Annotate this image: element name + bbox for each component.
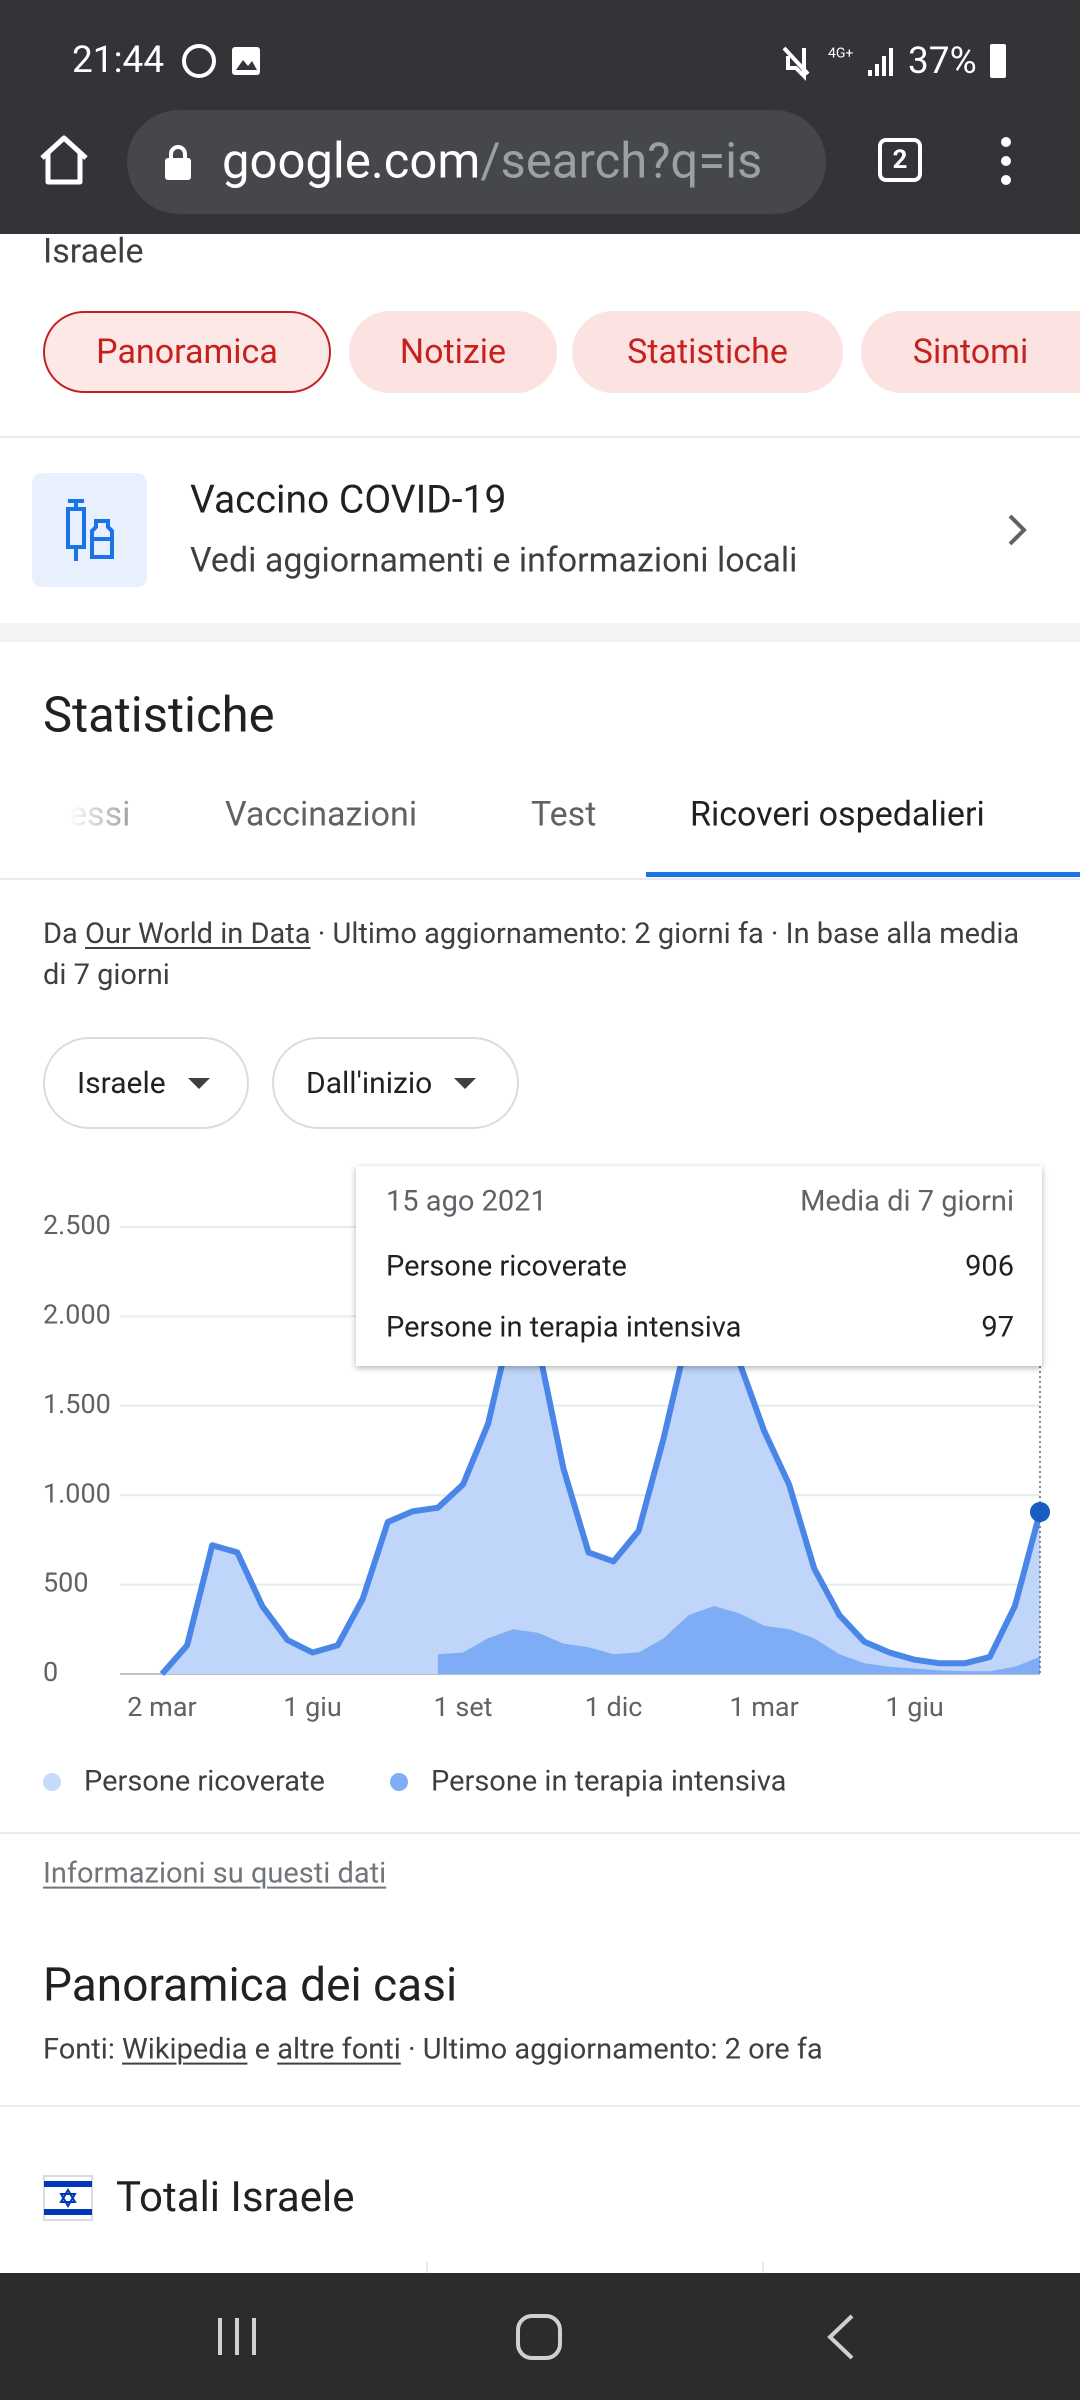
source-suffix: · Ultimo aggiornamento: 2 giorni fa · In…: [43, 917, 1020, 992]
caret: [454, 1077, 477, 1089]
sources-link[interactable]: Wikipedia: [122, 2032, 248, 2067]
tooltip: 15 ago 2021 Media di 7 giorni Persone ri…: [356, 1166, 1042, 1366]
y-tick-label: 500: [43, 1567, 89, 1599]
info-link[interactable]: Informazioni su questi dati: [43, 1857, 386, 1892]
x-tick-label: 1 set: [434, 1691, 493, 1723]
x-tick-label: 1 dic: [585, 1691, 643, 1723]
divider: [0, 878, 1080, 880]
legend-label: Persone in terapia intensiva: [431, 1764, 787, 1799]
area: [162, 1280, 1040, 1674]
url-text: google.com/search?q=is: [222, 133, 762, 192]
tab-count[interactable]: 2: [878, 138, 922, 182]
source-link[interactable]: Our World in Data: [85, 917, 311, 951]
vaccine-icon-glyph: [66, 499, 114, 561]
section-heading: Panoramica dei casi: [43, 1958, 458, 2013]
section-gap: [0, 623, 1080, 642]
filter-label: Dall'inizio: [306, 1065, 433, 1101]
status-signal-icons: 4G+: [782, 46, 893, 81]
status-time: 21:44: [72, 38, 165, 82]
tooltip-date: 15 ago 2021: [386, 1184, 547, 1219]
filter-dropdown[interactable]: Israele: [43, 1037, 249, 1129]
tooltip-series: Persone in terapia intensiva: [386, 1310, 742, 1345]
recent-apps[interactable]: [218, 2318, 256, 2355]
cases-sources: Fonti: Wikipedia e altre fonti · Ultimo …: [43, 2033, 823, 2068]
home[interactable]: [516, 2314, 562, 2360]
hover-dot: [1030, 1502, 1050, 1523]
menu-button[interactable]: [996, 136, 1016, 186]
x-tick-label: 1 mar: [729, 1691, 798, 1723]
url-bar[interactable]: google.com/search?q=is: [127, 110, 826, 214]
source-prefix: Da: [43, 917, 85, 951]
tooltip-series: Persone ricoverate: [386, 1249, 627, 1284]
x-tick-label: 1 giu: [885, 1691, 943, 1723]
sources-prefix: Fonti:: [43, 2032, 123, 2067]
area: [437, 1606, 1040, 1674]
status-icons: [182, 44, 260, 78]
divider: [0, 1832, 1080, 1834]
divider: [0, 2105, 1080, 2107]
chip[interactable]: Panoramica: [43, 311, 331, 393]
lock-icon: [165, 145, 191, 180]
y-tick-label: 2.000: [43, 1299, 111, 1331]
info-link-text[interactable]: Informazioni su questi dati: [43, 1856, 387, 1891]
tooltip-header: Media di 7 giorni: [800, 1184, 1014, 1219]
flag-icon: [43, 2175, 93, 2221]
y-tick-label: 0: [43, 1656, 58, 1688]
vaccine-subtitle: Vedi aggiornamenti e informazioni locali: [190, 540, 798, 581]
y-tick-label: 2.500: [43, 1209, 111, 1241]
chart: 0 500 1.000 1.500 2.000 2.500 2 mar 1 giu 1 set 1…: [43, 1209, 1050, 1723]
status-battery: 37%: [908, 39, 977, 83]
home-button[interactable]: [36, 132, 92, 188]
battery-icon: [990, 44, 1006, 78]
tooltip-value: 97: [981, 1310, 1014, 1345]
sources-suffix: · Ultimo aggiornamento: 2 ore fa: [400, 2032, 823, 2067]
legend-swatch: [43, 1773, 61, 1791]
vaccine-title[interactable]: Vaccino COVID-19: [190, 476, 507, 523]
column-divider: [426, 2262, 428, 2274]
chip[interactable]: Sintomi: [861, 311, 1080, 393]
x-tick-label: 1 giu: [283, 1691, 341, 1723]
tab[interactable]: essi: [69, 794, 131, 835]
filter-label: Israele: [77, 1065, 166, 1101]
line: [159, 1277, 1043, 1676]
url-path: /search?q=is: [480, 132, 763, 190]
sources-link[interactable]: altre fonti: [277, 2032, 401, 2067]
chevron[interactable]: [1006, 512, 1030, 548]
vaccine-icon: [32, 473, 147, 587]
section-heading: Statistiche: [43, 686, 275, 744]
back[interactable]: [827, 2314, 854, 2360]
source-text: Da Our World in Data · Ultimo aggiorname…: [43, 914, 1033, 996]
tab-active[interactable]: Ricoveri ospedalieri: [690, 794, 985, 835]
legend-label: Persone ricoverate: [84, 1764, 325, 1799]
chip[interactable]: Notizie: [349, 311, 557, 393]
tab-indicator: [646, 872, 1080, 877]
chip[interactable]: Statistiche: [572, 311, 843, 393]
caret: [187, 1077, 210, 1089]
nav-icons: [218, 2314, 854, 2360]
url-host: google.com: [222, 132, 481, 190]
y-tick-label: 1.000: [43, 1477, 111, 1509]
nav-bar: [0, 2273, 1080, 2400]
legend-swatch: [390, 1773, 408, 1791]
x-tick-label: 2 mar: [127, 1691, 196, 1723]
totals-title: Totali Israele: [116, 2172, 355, 2222]
tooltip-value: 906: [965, 1249, 1014, 1284]
sources-middle: e: [247, 2032, 278, 2067]
filter-dropdown[interactable]: Dall'inizio: [272, 1037, 519, 1129]
svg-text:4G+: 4G+: [828, 46, 853, 62]
column-divider: [762, 2262, 764, 2274]
tab[interactable]: Vaccinazioni: [225, 794, 418, 835]
divider: [0, 436, 1080, 438]
tab[interactable]: Test: [531, 794, 597, 835]
y-tick-label: 1.500: [43, 1388, 111, 1420]
query-label: Israele: [43, 231, 144, 272]
